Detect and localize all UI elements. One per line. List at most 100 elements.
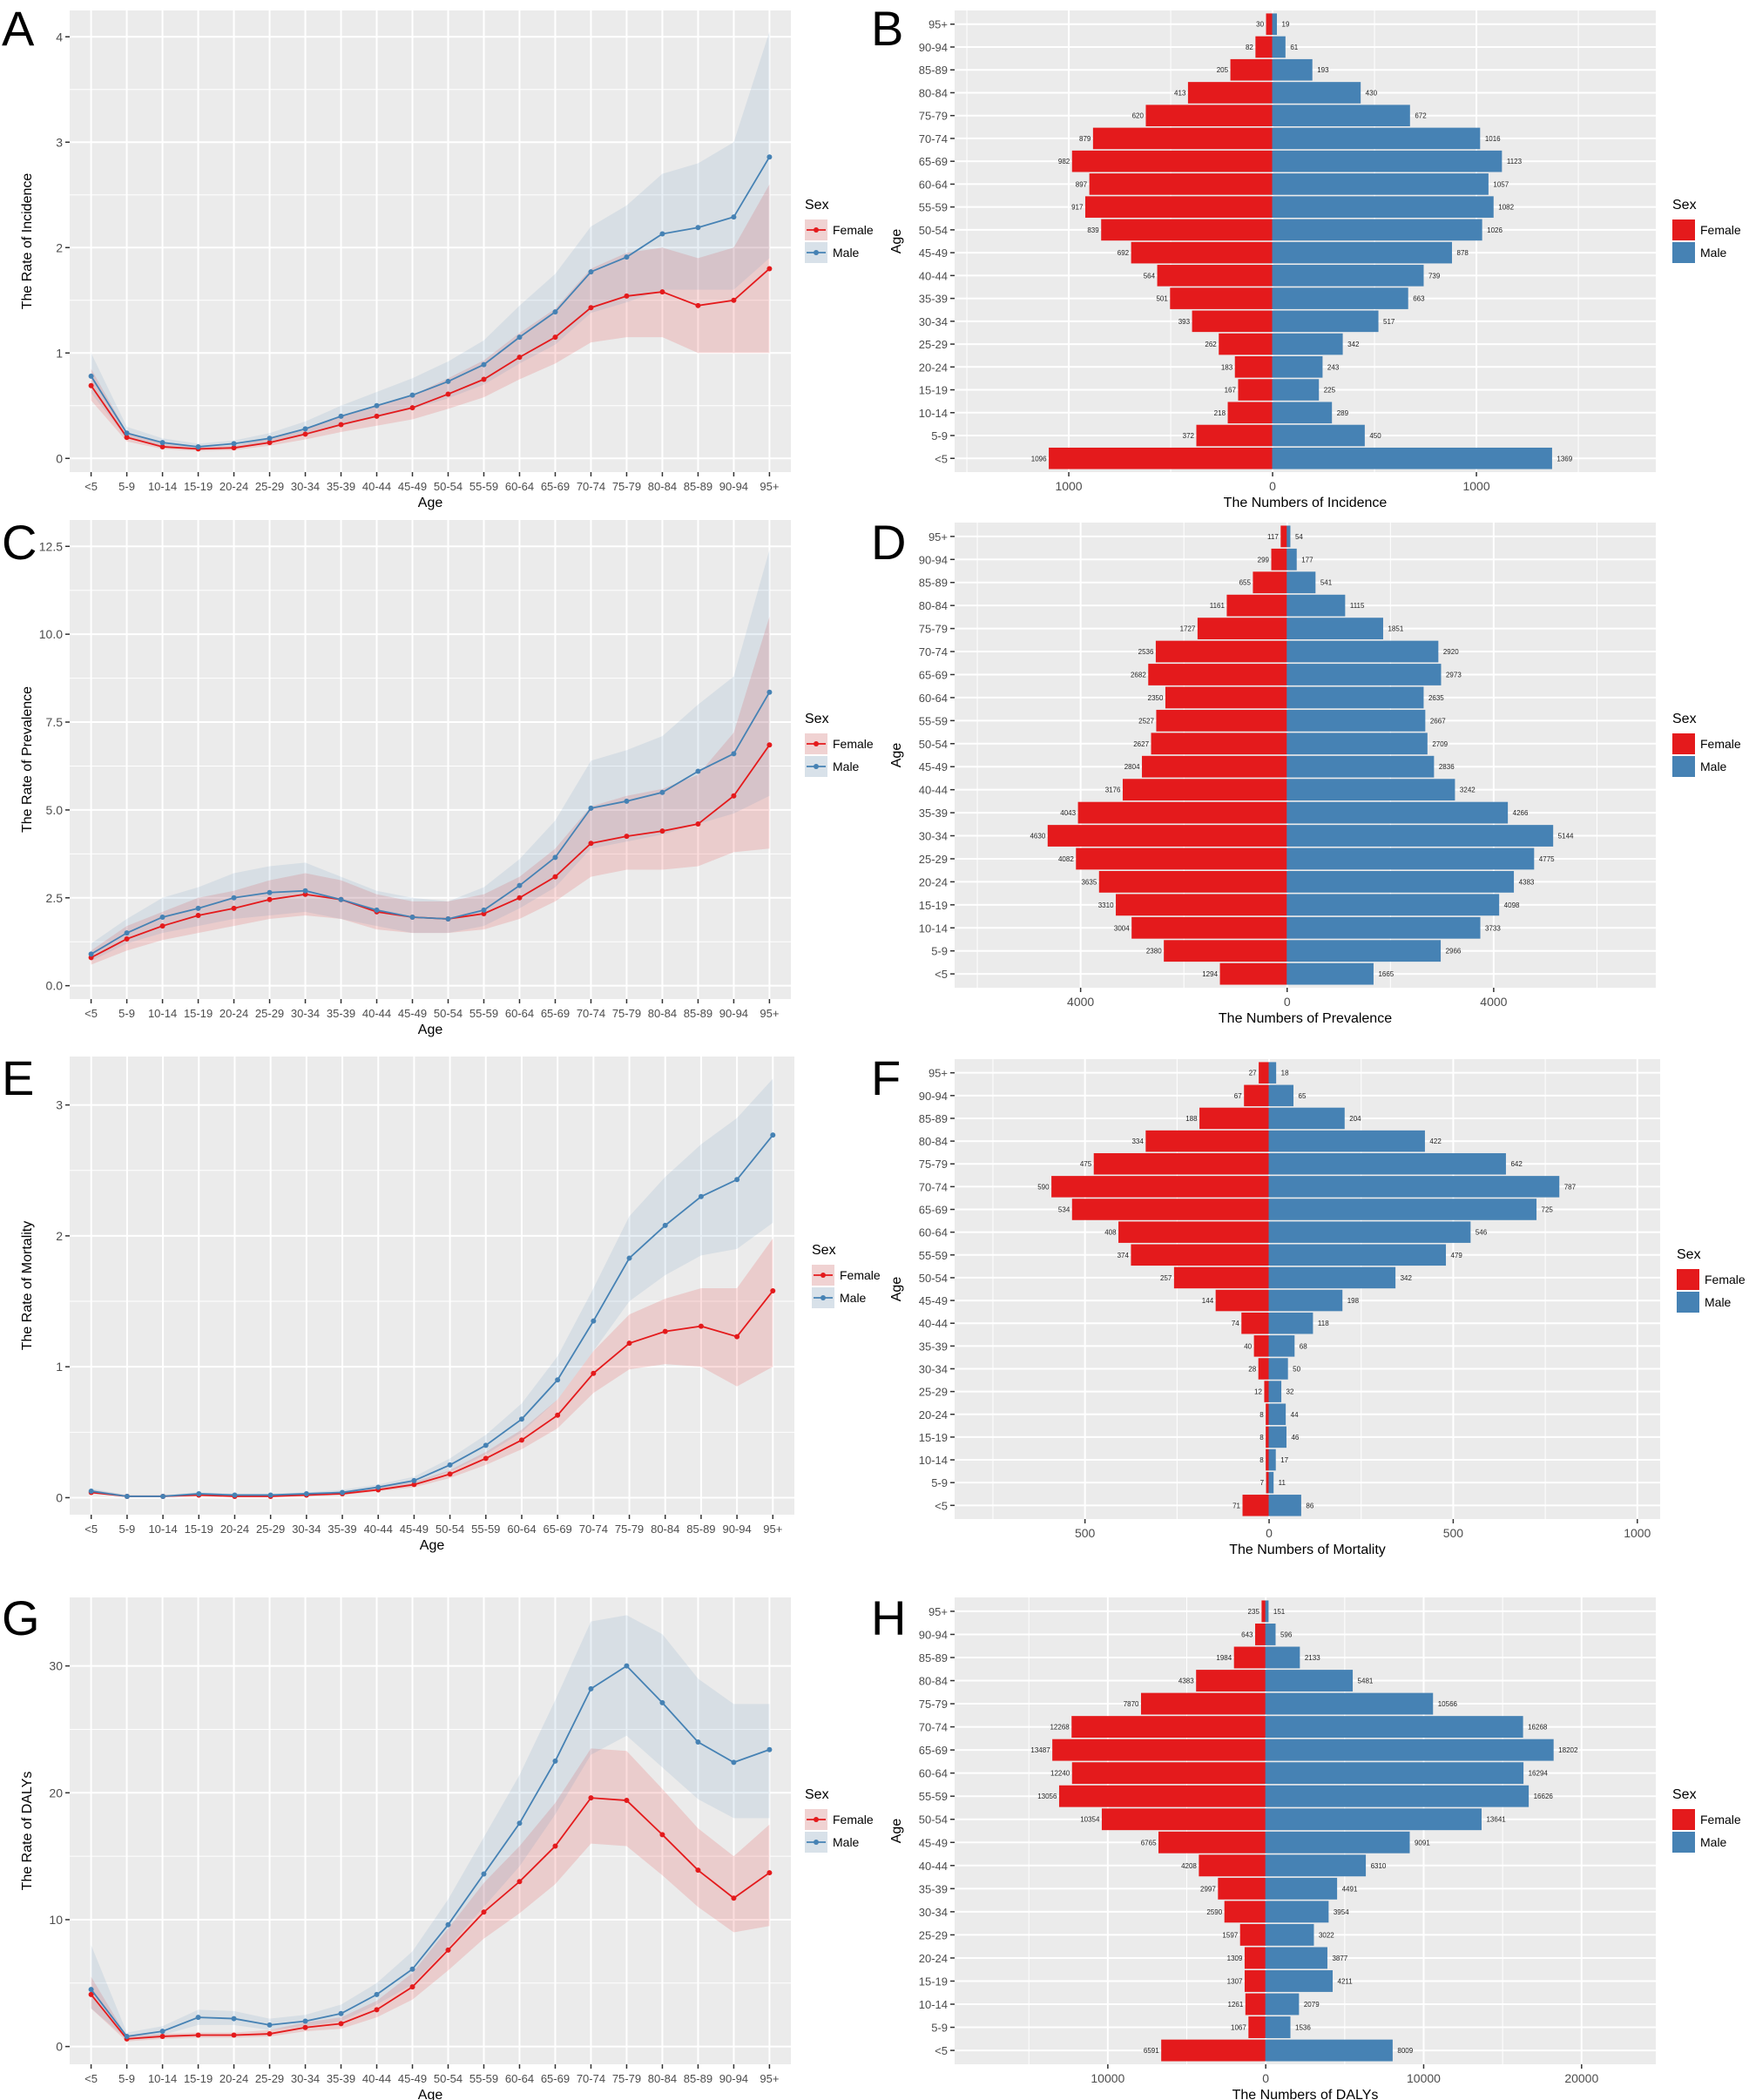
x-tick-label: 500 [1075,1526,1096,1540]
data-point [588,1685,594,1691]
bar-value-label: 546 [1476,1229,1488,1237]
y-tick-label: 80-84 [919,86,948,99]
bar-value-label: 2380 [1146,948,1162,955]
bar-female [1280,525,1288,548]
bar-value-label: 672 [1415,112,1427,120]
y-tick-label: 50-54 [919,1272,948,1285]
data-point [483,1455,489,1462]
data-point [626,1340,632,1347]
x-axis-title: The Numbers of Incidence [1224,496,1388,510]
data-point [302,888,308,894]
bar-value-label: 2836 [1439,763,1455,771]
y-tick-label: 95+ [929,530,948,544]
bar-value-label: 4383 [1519,878,1535,886]
y-tick-label: 70-74 [919,1180,948,1193]
bar-female [1266,1426,1270,1448]
bar-value-label: 3635 [1081,878,1097,886]
data-point [159,2029,165,2035]
y-tick-label: 12.5 [39,539,63,553]
bar-value-label: 2682 [1131,671,1146,679]
x-tick-label: 65-69 [541,1007,570,1020]
series-line-male [91,692,771,955]
bar-value-label: 44 [1291,1411,1299,1419]
bar-male [1268,1084,1294,1107]
x-tick-label: 55-59 [471,1523,500,1536]
y-tick-label: 35-39 [919,1882,948,1895]
bar-value-label: 4208 [1181,1862,1197,1870]
confidence-band-female [91,1748,770,2042]
bar-female [1266,13,1273,36]
data-point [124,935,130,942]
data-point [124,2033,130,2039]
bar-value-label: 117 [1267,533,1279,541]
bar-value-label: 8009 [1397,2047,1413,2055]
y-tick-label: 2.5 [46,891,64,905]
data-point [447,1471,453,1477]
data-point [196,1490,202,1496]
y-axis-title: Age [889,229,904,254]
bar-value-label: 1597 [1222,1931,1238,1939]
y-axis-title: Age [889,1819,904,1844]
bar-male [1272,173,1489,195]
legend-key [1672,733,1695,754]
y-axis-title: The Rate of Prevalence [20,686,35,833]
plot-background [955,1597,1656,2064]
bar-female [1199,1107,1270,1130]
bar-value-label: 1026 [1487,226,1503,234]
bar-male [1272,424,1365,447]
bar-value-label: 16268 [1528,1724,1548,1732]
bar-value-label: 18 [1281,1070,1289,1077]
data-point [411,1477,417,1483]
y-tick-label: 80-84 [919,1675,948,1688]
plot-background [70,520,791,999]
data-point [195,443,201,449]
bar-value-label: 82 [1246,44,1253,51]
data-point [267,896,273,902]
bar-value-label: 1294 [1202,970,1218,978]
bar-value-label: 1309 [1227,1955,1243,1962]
y-tick-label: 25-29 [919,853,948,866]
bar-value-label: 3877 [1332,1955,1347,1962]
bar-value-label: 27 [1249,1070,1257,1077]
data-point [159,440,165,446]
y-tick-label: 90-94 [919,1628,948,1641]
data-point [302,431,308,437]
bar-female [1224,1901,1266,1923]
data-point [731,1759,737,1766]
x-axis-title: The Numbers of DALYs [1232,2088,1379,2100]
y-tick-label: 0 [56,451,63,465]
data-point [374,907,380,913]
data-point [447,1462,453,1468]
legend-label: Male [840,1291,867,1305]
bar-male [1268,1403,1286,1426]
bar-value-label: 13641 [1486,1816,1506,1824]
y-tick-label: <5 [935,452,948,465]
legend-key [1672,219,1695,240]
data-point [124,1493,130,1499]
series-line-female [90,1797,770,2040]
x-tick-label: <5 [84,480,98,493]
bar-value-label: 46 [1291,1434,1299,1442]
bar-value-label: 4211 [1338,1977,1354,1985]
bar-female [1196,1670,1266,1691]
bar-male [1268,1335,1295,1357]
series-line-male [91,1134,773,1497]
y-tick-label: 65-69 [919,155,948,168]
data-point [267,1492,273,1498]
bar-value-label: 16294 [1529,1770,1549,1778]
data-point [195,2015,201,2021]
x-tick-label: 85-89 [684,480,712,493]
bar-value-label: 18202 [1558,1746,1578,1754]
x-tick-label: 30-34 [292,1523,321,1536]
bar-male [1286,618,1383,640]
bar-value-label: 501 [1156,295,1168,303]
bar-value-label: 1123 [1507,158,1523,165]
data-point [88,1987,94,1993]
legend-label: Male [833,760,860,773]
data-point [588,1795,594,1801]
y-tick-label: 20-24 [919,361,948,374]
bar-male [1286,825,1554,847]
